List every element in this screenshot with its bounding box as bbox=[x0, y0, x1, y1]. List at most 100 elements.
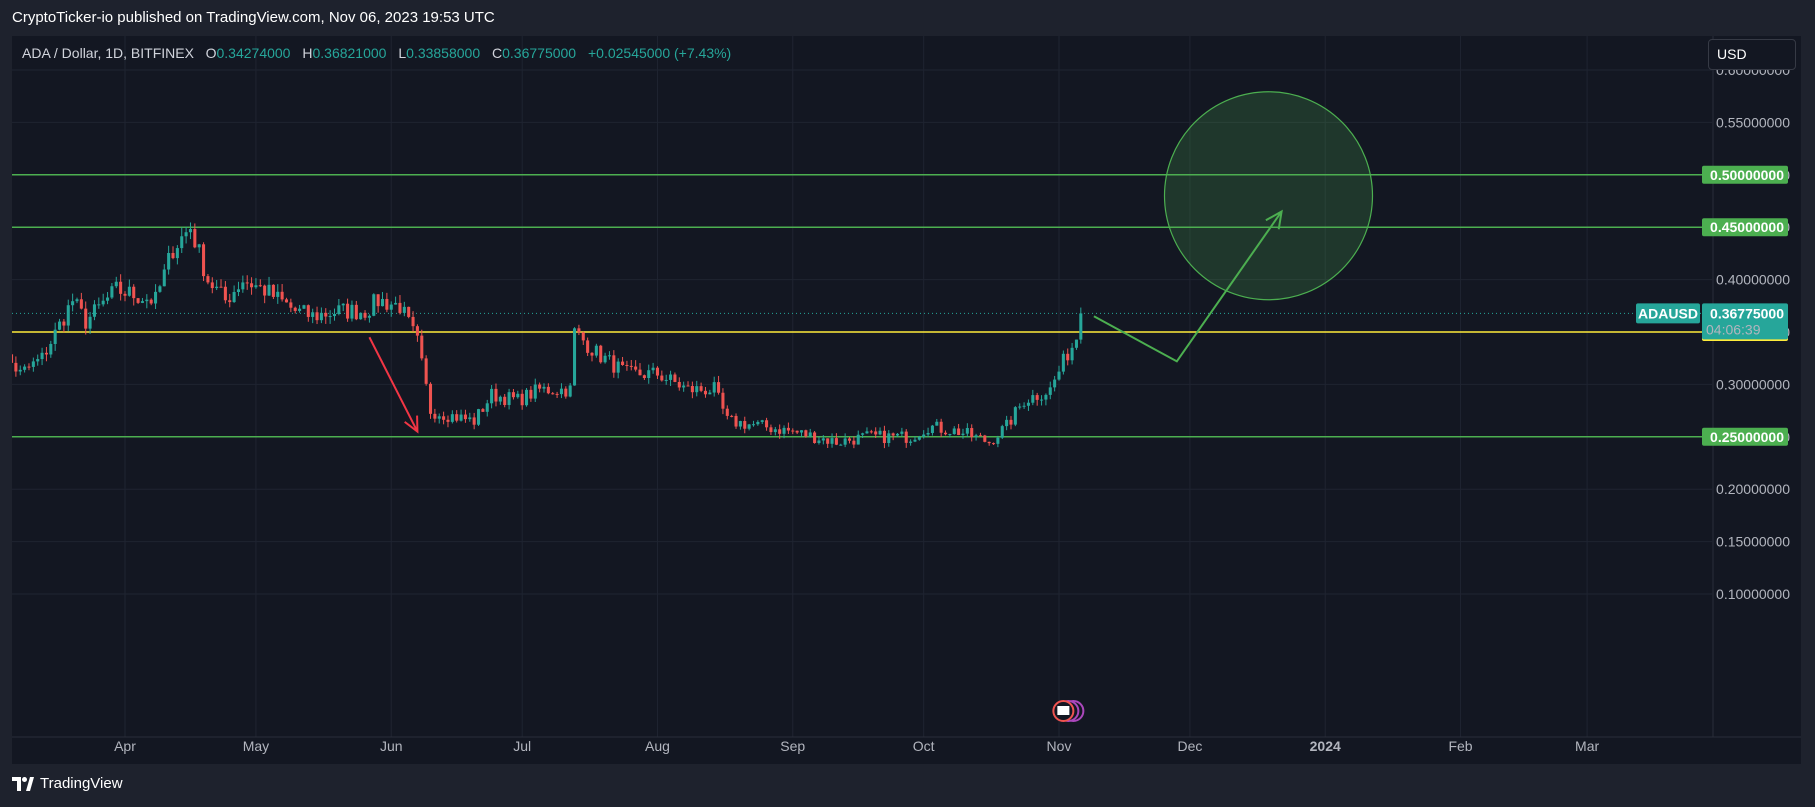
candle bbox=[193, 223, 197, 249]
candle bbox=[878, 427, 882, 436]
candle bbox=[638, 363, 642, 376]
candle bbox=[568, 382, 572, 398]
candle-body bbox=[1035, 395, 1039, 400]
level-tag: 0.50000000 bbox=[1702, 165, 1788, 184]
candle-body bbox=[952, 428, 956, 435]
red-arrow-line[interactable] bbox=[368, 336, 419, 433]
target-circle[interactable] bbox=[1163, 91, 1374, 301]
candle-body bbox=[23, 366, 27, 370]
candle bbox=[346, 298, 350, 322]
candle-body bbox=[525, 389, 529, 406]
candle-body bbox=[926, 433, 930, 435]
candle-body bbox=[346, 303, 350, 319]
candle bbox=[149, 298, 153, 306]
candle-body bbox=[324, 312, 328, 317]
candle bbox=[311, 308, 315, 324]
level-tag-label: 0.50000000 bbox=[1710, 167, 1784, 183]
candle bbox=[202, 242, 206, 282]
candle bbox=[223, 281, 227, 304]
candle bbox=[1074, 339, 1078, 350]
green-path-line[interactable] bbox=[1093, 210, 1283, 363]
candle-body bbox=[603, 355, 607, 363]
last-price-tag-bg bbox=[1702, 303, 1788, 340]
candle bbox=[895, 433, 900, 438]
candle bbox=[394, 296, 398, 305]
chart-pane[interactable]: 0.600000000.550000000.500000000.45000000… bbox=[12, 36, 1801, 764]
candle-body bbox=[44, 352, 48, 355]
red-arrow-head[interactable] bbox=[404, 415, 419, 434]
candle bbox=[655, 366, 659, 380]
candle bbox=[446, 415, 450, 428]
candle bbox=[472, 412, 476, 430]
y-tick-label: 0.10000000 bbox=[1716, 586, 1790, 602]
candle-body bbox=[132, 286, 136, 299]
candle-body bbox=[577, 328, 581, 333]
candle-body bbox=[75, 299, 79, 302]
candle bbox=[219, 279, 223, 288]
candle-body bbox=[612, 355, 616, 373]
price-chart[interactable]: 0.600000000.550000000.500000000.45000000… bbox=[12, 36, 1801, 764]
candle-body bbox=[332, 314, 337, 317]
candle-body bbox=[284, 299, 289, 303]
y-tick-label: 0.30000000 bbox=[1716, 376, 1790, 392]
candle bbox=[760, 419, 764, 425]
drawings[interactable] bbox=[368, 91, 1374, 722]
candle bbox=[738, 420, 742, 430]
candle bbox=[957, 423, 961, 436]
candle bbox=[1018, 403, 1022, 410]
candle-body bbox=[734, 415, 738, 427]
candle bbox=[88, 311, 92, 334]
candle-body bbox=[202, 244, 206, 277]
candle-body bbox=[12, 354, 14, 363]
symbol-label: ADA / Dollar, 1D, BITFINEX bbox=[22, 45, 194, 61]
horizontal-levels[interactable] bbox=[12, 174, 1712, 438]
candle-body bbox=[538, 384, 542, 389]
candle bbox=[62, 318, 66, 333]
candle-body bbox=[904, 431, 908, 443]
candle bbox=[865, 427, 869, 434]
candle bbox=[887, 430, 891, 447]
candle bbox=[276, 284, 280, 304]
candle bbox=[594, 343, 598, 358]
candle-body bbox=[634, 366, 638, 370]
candle bbox=[293, 306, 297, 314]
candle bbox=[525, 388, 529, 407]
economic-event-icon[interactable] bbox=[1052, 700, 1085, 722]
candle bbox=[978, 432, 982, 437]
candle-body bbox=[791, 430, 795, 432]
candle bbox=[634, 360, 638, 372]
y-tick-label: 0.55000000 bbox=[1716, 114, 1790, 130]
candle-body bbox=[402, 306, 406, 313]
candle bbox=[799, 430, 804, 437]
green-arrow-head[interactable] bbox=[1265, 209, 1283, 230]
candle-body bbox=[529, 389, 533, 399]
candle bbox=[1005, 415, 1009, 431]
candle bbox=[49, 340, 53, 358]
candle bbox=[289, 298, 293, 313]
candle-body bbox=[472, 417, 476, 425]
candle-body bbox=[778, 429, 782, 434]
candle bbox=[1009, 416, 1013, 430]
candle bbox=[1026, 399, 1030, 411]
x-tick-label: Apr bbox=[114, 738, 136, 754]
candle-body bbox=[559, 388, 563, 395]
candle bbox=[1070, 342, 1074, 365]
candle bbox=[682, 381, 686, 392]
candle bbox=[158, 284, 162, 293]
candle bbox=[481, 407, 485, 412]
x-tick-label: Jul bbox=[513, 738, 531, 754]
candle-body bbox=[394, 302, 398, 305]
candle bbox=[44, 346, 48, 362]
candle-body bbox=[254, 285, 258, 288]
candle-body bbox=[799, 430, 804, 433]
candle-body bbox=[311, 312, 315, 317]
candle-body bbox=[782, 427, 786, 434]
candle bbox=[703, 386, 708, 398]
candle bbox=[498, 395, 502, 405]
candle bbox=[485, 399, 489, 417]
candle bbox=[284, 297, 289, 303]
candle bbox=[27, 363, 31, 371]
currency-button[interactable]: USD bbox=[1708, 39, 1796, 70]
candle-body bbox=[546, 386, 550, 394]
candle-body bbox=[433, 413, 437, 419]
